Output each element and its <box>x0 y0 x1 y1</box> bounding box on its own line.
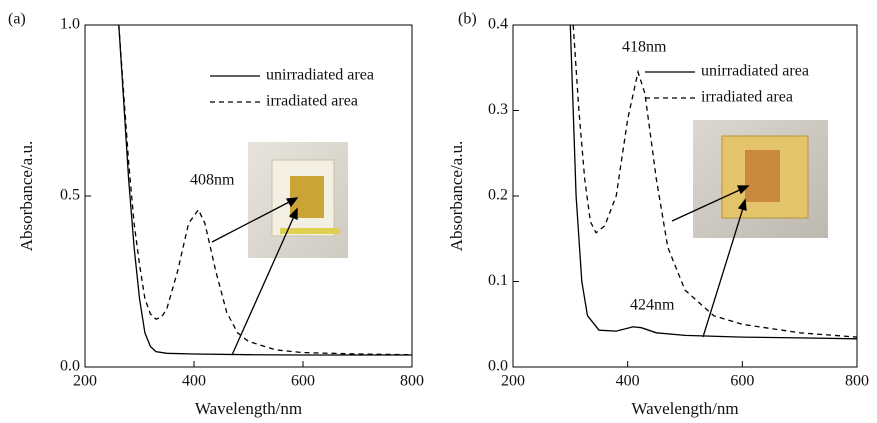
x-tick-label: 200 <box>73 373 97 390</box>
panel-label: (b) <box>458 11 477 28</box>
series-line <box>572 24 858 338</box>
legend-label: irradiated area <box>701 89 793 106</box>
y-tick-label: 0.4 <box>488 16 508 33</box>
legend-label: unirradiated area <box>266 67 374 84</box>
y-tick-label: 0.0 <box>488 358 508 375</box>
x-tick-label: 400 <box>182 373 206 390</box>
legend-label: unirradiated area <box>701 63 809 80</box>
x-tick-label: 200 <box>501 373 525 390</box>
x-tick-label: 400 <box>616 373 640 390</box>
y-tick-label: 0.2 <box>488 187 508 204</box>
x-tick-label: 800 <box>845 373 869 390</box>
x-tick-label: 600 <box>730 373 754 390</box>
panel-label: (a) <box>8 11 26 28</box>
photo-a <box>248 142 348 258</box>
annotation: 424nm <box>630 297 675 314</box>
y-axis-label: Absorbance/a.u. <box>17 141 36 251</box>
x-tick-label: 600 <box>291 373 315 390</box>
series-line <box>569 24 858 340</box>
series-line <box>118 24 413 356</box>
y-tick-label: 0.5 <box>60 187 80 204</box>
y-tick-label: 1.0 <box>60 16 80 33</box>
series-line <box>118 24 412 356</box>
legend-label: irradiated area <box>266 93 358 110</box>
arrows <box>211 185 750 356</box>
annotation: 418nm <box>622 39 667 56</box>
photo-b <box>693 120 828 238</box>
y-axis-label: Absorbance/a.u. <box>447 141 466 251</box>
y-tick-label: 0.3 <box>488 101 508 118</box>
annotation: 408nm <box>190 172 235 189</box>
x-tick-label: 800 <box>400 373 424 390</box>
x-axis-label: Wavelength/nm <box>195 399 302 418</box>
y-tick-label: 0.1 <box>488 272 508 289</box>
y-tick-label: 0.0 <box>60 358 80 375</box>
x-axis-label: Wavelength/nm <box>631 399 738 418</box>
